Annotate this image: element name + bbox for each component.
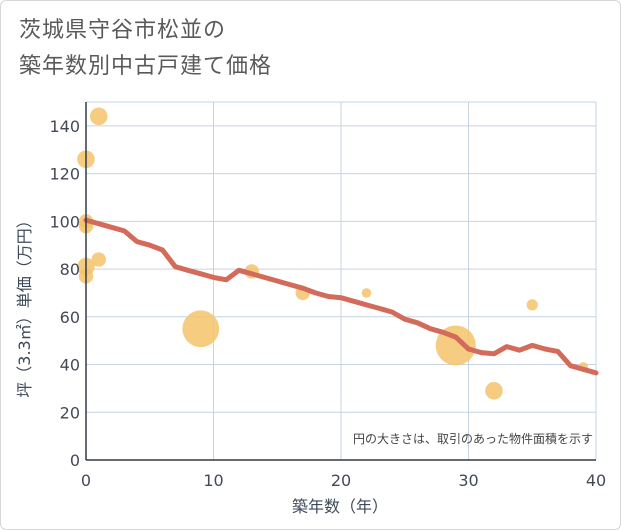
bubble-point [89,107,108,126]
y-tick-label: 60 [60,308,80,327]
bubble-point [182,310,220,348]
y-tick-label: 80 [60,260,80,279]
bubble-point [91,252,106,267]
y-tick-label: 140 [49,117,80,136]
y-tick-label: 100 [49,212,80,231]
size-annotation: 円の大きさは、取引のあった物件面積を示す [353,431,593,446]
x-tick-label: 30 [458,471,478,490]
tick-labels: 0 20 40 60 80 100 120 140 0 10 20 30 40 [49,117,606,490]
y-tick-label: 20 [60,403,80,422]
x-tick-label: 40 [586,471,606,490]
x-tick-label: 10 [203,471,223,490]
bubble-series [77,107,589,400]
grid-lines [86,101,597,460]
y-axis-label: 坪（3.3㎡）単価（万円） [15,212,34,397]
bubble-point [526,299,538,311]
chart-title: 茨城県守谷市松並の 築年数別中古戸建て価格 [19,13,272,85]
title-line-1: 茨城県守谷市松並の [19,18,227,43]
bubble-point [361,288,372,298]
trend-line [83,217,599,376]
trend-series [83,217,599,376]
x-axis-label: 築年数（年） [292,497,388,516]
x-tick-label: 0 [81,471,91,490]
y-tick-label: 0 [70,451,80,470]
y-tick-label: 40 [60,356,80,375]
axes [85,102,596,461]
y-tick-label: 120 [49,165,80,184]
title-line-2: 築年数別中古戸建て価格 [19,54,273,79]
x-tick-label: 20 [331,471,351,490]
bubble-point [485,381,503,400]
